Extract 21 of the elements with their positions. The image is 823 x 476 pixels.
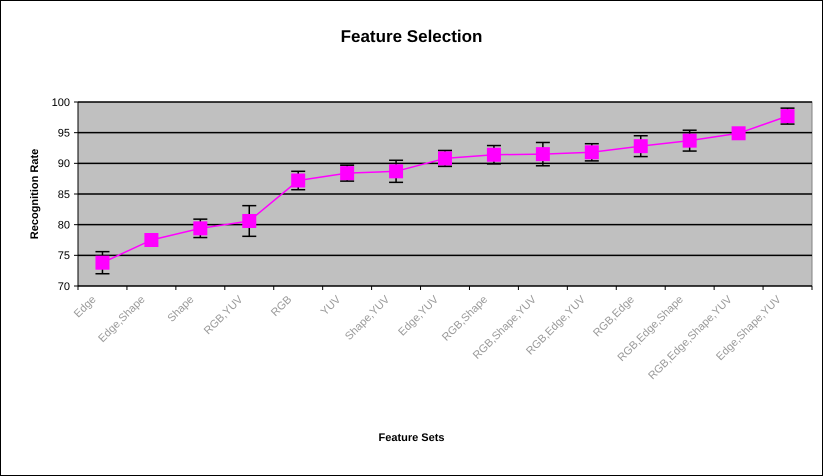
point — [95, 256, 110, 270]
point — [536, 147, 550, 162]
point — [242, 214, 256, 228]
y-tick-label: 100 — [52, 96, 70, 109]
y-tick-label: 90 — [58, 158, 70, 170]
y-tick-label: 75 — [58, 250, 70, 262]
point — [682, 134, 697, 148]
point — [634, 139, 648, 154]
x-axis-title: Feature Sets — [378, 432, 445, 444]
y-axis-title: Recognition Rate — [29, 148, 41, 240]
point — [486, 148, 501, 162]
point — [732, 126, 746, 140]
point — [389, 164, 404, 178]
y-tick-label: 80 — [58, 220, 70, 232]
y-tick-label: 85 — [58, 188, 70, 201]
y-tick-label: 95 — [58, 128, 70, 140]
y-tick-label: 70 — [58, 280, 70, 293]
point — [144, 233, 158, 247]
point — [193, 221, 208, 236]
point — [291, 174, 306, 188]
chart-title: Feature Selection — [340, 27, 482, 46]
